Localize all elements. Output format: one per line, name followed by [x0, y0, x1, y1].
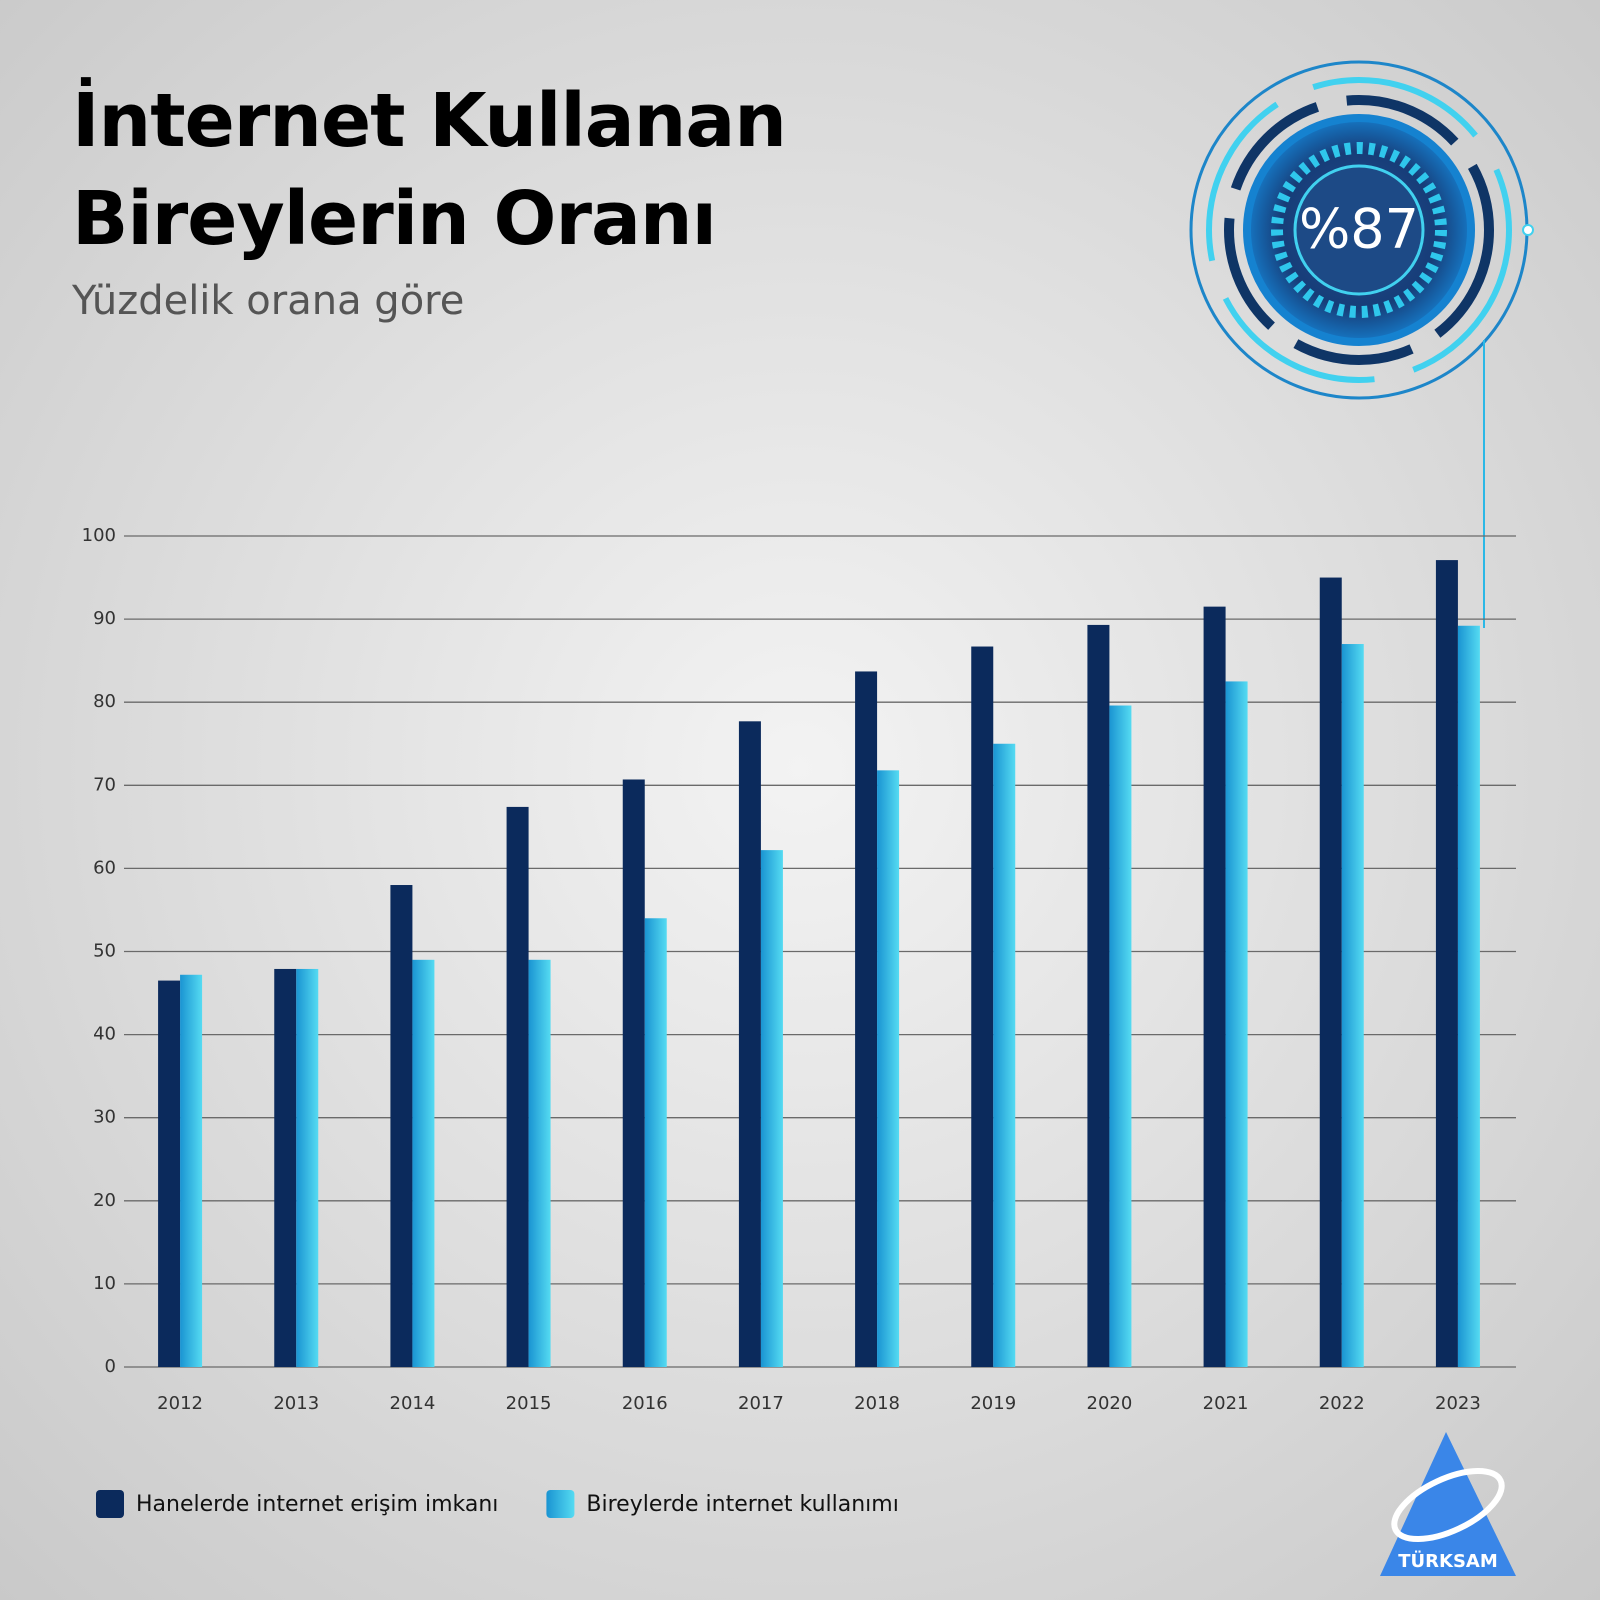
bar: [1435, 560, 1458, 1367]
y-tick-label: 0: [105, 1356, 116, 1377]
chart-subtitle: Yüzdelik orana göre: [72, 278, 465, 324]
bar: [1109, 705, 1132, 1367]
bar: [1203, 606, 1226, 1367]
badge-text: %87: [1299, 198, 1419, 261]
x-tick-label: 2014: [390, 1393, 436, 1414]
bar: [412, 959, 435, 1367]
bar: [622, 779, 645, 1367]
y-tick-label: 30: [93, 1107, 116, 1128]
logo-text: TÜRKSAM: [1398, 1550, 1498, 1572]
x-tick-label: 2016: [622, 1393, 668, 1414]
y-tick-label: 10: [93, 1273, 116, 1294]
bar: [1341, 644, 1364, 1367]
legend-label: Bireylerde internet kullanımı: [586, 1492, 898, 1517]
x-tick-label: 2012: [157, 1393, 203, 1414]
y-tick-label: 20: [93, 1190, 116, 1211]
y-tick-label: 80: [93, 691, 116, 712]
x-tick-label: 2019: [970, 1393, 1016, 1414]
legend-label: Hanelerde internet erişim imkanı: [136, 1492, 498, 1517]
x-tick-label: 2023: [1435, 1393, 1481, 1414]
x-tick-label: 2015: [506, 1393, 552, 1414]
legend-swatch: [96, 1490, 124, 1518]
logo: TÜRKSAM: [1380, 1432, 1516, 1576]
x-tick-label: 2020: [1087, 1393, 1133, 1414]
bar: [877, 770, 900, 1367]
bar: [1087, 624, 1110, 1367]
x-tick-label: 2022: [1319, 1393, 1365, 1414]
x-tick-label: 2021: [1203, 1393, 1249, 1414]
chart-title: İnternet Kullanan Bireylerin Oranı: [72, 78, 787, 262]
bar: [506, 806, 529, 1367]
bar: [158, 980, 181, 1367]
bar: [296, 968, 319, 1367]
bar: [274, 968, 297, 1367]
bar: [993, 743, 1016, 1367]
y-tick-label: 70: [93, 774, 116, 795]
y-tick-label: 50: [93, 941, 116, 962]
legend-swatch: [546, 1490, 575, 1518]
badge: %87: [1189, 60, 1534, 628]
y-tick-label: 40: [93, 1024, 116, 1045]
bar: [390, 885, 413, 1367]
bar: [738, 721, 761, 1367]
bar: [855, 671, 878, 1367]
y-tick-label: 100: [82, 525, 116, 546]
x-tick-label: 2013: [273, 1393, 319, 1414]
bar: [1225, 681, 1248, 1367]
bar: [180, 974, 203, 1367]
x-tick-label: 2017: [738, 1393, 784, 1414]
bar: [1457, 625, 1480, 1367]
y-tick-label: 60: [93, 857, 116, 878]
bar: [760, 850, 783, 1367]
bar: [1319, 577, 1342, 1367]
x-tick-label: 2018: [854, 1393, 900, 1414]
bar: [971, 646, 994, 1367]
y-tick-label: 90: [93, 608, 116, 629]
bar: [528, 959, 551, 1367]
bar: [644, 918, 667, 1367]
